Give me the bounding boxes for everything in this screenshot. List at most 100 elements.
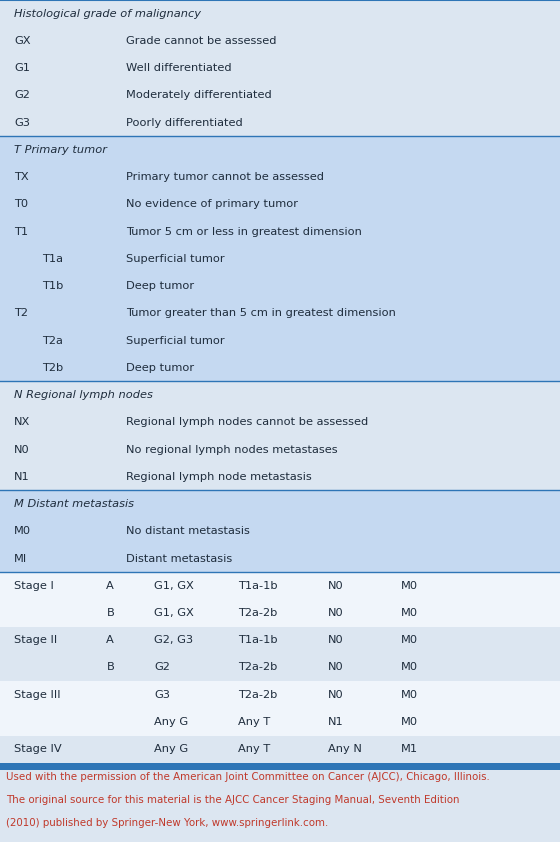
Text: G1, GX: G1, GX xyxy=(154,581,194,591)
Text: A: A xyxy=(106,581,114,591)
Text: A: A xyxy=(106,635,114,645)
Bar xyxy=(0,463,560,490)
Bar xyxy=(0,408,560,436)
Text: Any G: Any G xyxy=(154,717,188,727)
Text: G2, G3: G2, G3 xyxy=(154,635,193,645)
Text: G1: G1 xyxy=(14,63,30,73)
Bar xyxy=(0,82,560,109)
Text: N Regional lymph nodes: N Regional lymph nodes xyxy=(14,390,153,400)
Text: Any T: Any T xyxy=(238,744,270,754)
Bar xyxy=(0,136,560,163)
Text: B: B xyxy=(106,608,114,618)
Bar xyxy=(0,245,560,273)
Text: G2: G2 xyxy=(154,663,170,673)
Bar xyxy=(0,109,560,136)
Text: The original source for this material is the AJCC Cancer Staging Manual, Seventh: The original source for this material is… xyxy=(6,795,459,805)
Bar xyxy=(0,436,560,463)
Text: T2: T2 xyxy=(14,308,28,318)
Bar xyxy=(0,573,560,600)
Bar xyxy=(0,354,560,381)
Text: M0: M0 xyxy=(400,690,418,700)
Text: M Distant metastasis: M Distant metastasis xyxy=(14,499,134,509)
Text: N1: N1 xyxy=(14,472,30,482)
Text: Tumor greater than 5 cm in greatest dimension: Tumor greater than 5 cm in greatest dime… xyxy=(126,308,396,318)
Bar xyxy=(0,736,560,763)
Text: N0: N0 xyxy=(328,608,343,618)
Text: No regional lymph nodes metastases: No regional lymph nodes metastases xyxy=(126,445,338,455)
Bar xyxy=(0,191,560,218)
Bar xyxy=(0,55,560,82)
Text: Grade cannot be assessed: Grade cannot be assessed xyxy=(126,36,277,45)
Text: Well differentiated: Well differentiated xyxy=(126,63,232,73)
Bar xyxy=(0,300,560,327)
Text: No evidence of primary tumor: No evidence of primary tumor xyxy=(126,200,298,210)
Text: M0: M0 xyxy=(400,635,418,645)
Bar xyxy=(0,600,560,626)
Text: Regional lymph nodes cannot be assessed: Regional lymph nodes cannot be assessed xyxy=(126,418,368,427)
Text: Tumor 5 cm or less in greatest dimension: Tumor 5 cm or less in greatest dimension xyxy=(126,226,362,237)
Bar xyxy=(0,27,560,55)
Text: NX: NX xyxy=(14,418,30,427)
Text: T2b: T2b xyxy=(42,363,63,373)
Text: Any N: Any N xyxy=(328,744,361,754)
Text: T1a-1b: T1a-1b xyxy=(238,581,278,591)
Text: T1a-1b: T1a-1b xyxy=(238,635,278,645)
Text: N0: N0 xyxy=(328,635,343,645)
Text: GX: GX xyxy=(14,36,30,45)
Text: G3: G3 xyxy=(154,690,170,700)
Text: G1, GX: G1, GX xyxy=(154,608,194,618)
Text: (2010) published by Springer-New York, www.springerlink.com.: (2010) published by Springer-New York, w… xyxy=(6,818,328,828)
Text: T1: T1 xyxy=(14,226,28,237)
Text: B: B xyxy=(106,663,114,673)
Text: Deep tumor: Deep tumor xyxy=(126,281,194,291)
Text: Moderately differentiated: Moderately differentiated xyxy=(126,90,272,100)
Bar xyxy=(0,518,560,545)
Text: No distant metastasis: No distant metastasis xyxy=(126,526,250,536)
Text: M0: M0 xyxy=(400,608,418,618)
Text: Superficial tumor: Superficial tumor xyxy=(126,336,225,345)
Bar xyxy=(0,273,560,300)
Text: M0: M0 xyxy=(14,526,31,536)
Text: TX: TX xyxy=(14,172,29,182)
Text: N0: N0 xyxy=(328,690,343,700)
Bar xyxy=(0,218,560,245)
Text: Primary tumor cannot be assessed: Primary tumor cannot be assessed xyxy=(126,172,324,182)
Text: N0: N0 xyxy=(328,663,343,673)
Bar xyxy=(0,163,560,191)
Text: N1: N1 xyxy=(328,717,343,727)
Bar xyxy=(0,626,560,654)
Text: Stage I: Stage I xyxy=(14,581,54,591)
Bar xyxy=(0,327,560,354)
Text: N0: N0 xyxy=(328,581,343,591)
Bar xyxy=(0,654,560,681)
Text: Stage IV: Stage IV xyxy=(14,744,62,754)
Bar xyxy=(0,0,560,27)
Text: Deep tumor: Deep tumor xyxy=(126,363,194,373)
Text: Used with the permission of the American Joint Committee on Cancer (AJCC), Chica: Used with the permission of the American… xyxy=(6,772,489,782)
Text: T1b: T1b xyxy=(42,281,63,291)
Text: T0: T0 xyxy=(14,200,28,210)
Text: T1a: T1a xyxy=(42,253,63,264)
Text: Histological grade of malignancy: Histological grade of malignancy xyxy=(14,8,201,19)
Text: MI: MI xyxy=(14,553,27,563)
Text: T Primary tumor: T Primary tumor xyxy=(14,145,107,155)
Text: Distant metastasis: Distant metastasis xyxy=(126,553,232,563)
Text: Stage III: Stage III xyxy=(14,690,60,700)
Text: Poorly differentiated: Poorly differentiated xyxy=(126,118,242,128)
Text: G3: G3 xyxy=(14,118,30,128)
Text: M0: M0 xyxy=(400,581,418,591)
Text: T2a: T2a xyxy=(42,336,63,345)
Bar xyxy=(0,708,560,736)
Text: Regional lymph node metastasis: Regional lymph node metastasis xyxy=(126,472,312,482)
Text: M0: M0 xyxy=(400,717,418,727)
Text: M0: M0 xyxy=(400,663,418,673)
Bar xyxy=(0,381,560,408)
Text: M1: M1 xyxy=(400,744,418,754)
Text: N0: N0 xyxy=(14,445,30,455)
Text: T2a-2b: T2a-2b xyxy=(238,690,277,700)
Text: Any T: Any T xyxy=(238,717,270,727)
Text: Superficial tumor: Superficial tumor xyxy=(126,253,225,264)
Text: Stage II: Stage II xyxy=(14,635,57,645)
Text: T2a-2b: T2a-2b xyxy=(238,608,277,618)
Text: G2: G2 xyxy=(14,90,30,100)
